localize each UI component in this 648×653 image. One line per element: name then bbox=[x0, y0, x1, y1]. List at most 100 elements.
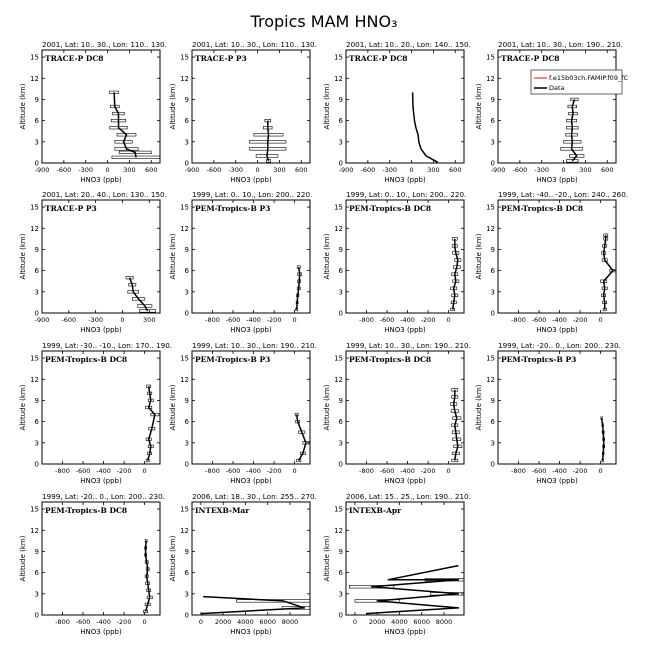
x-axis-label: HNO3 (ppb) bbox=[536, 477, 578, 485]
campaign-label: PEM-Tropics-B DC8 bbox=[45, 506, 127, 515]
campaign-label: INTEXB-Apr bbox=[349, 506, 402, 515]
y-axis-label: Altitude (km) bbox=[169, 384, 177, 430]
y-tick-label: 15 bbox=[334, 355, 343, 363]
legend-box bbox=[530, 69, 623, 95]
y-tick-label: 9 bbox=[185, 246, 189, 254]
panel-header: 1999, Lat: 10.. 30., Lon: 190.. 210. bbox=[192, 341, 317, 350]
panel-frame bbox=[41, 199, 161, 314]
x-tick-label: 2000 bbox=[369, 618, 386, 626]
x-tick-label: -200 bbox=[421, 316, 436, 324]
y-axis-label: Altitude (km) bbox=[19, 83, 27, 129]
y-tick-label: 12 bbox=[334, 225, 343, 233]
y-axis-label: Altitude (km) bbox=[19, 233, 27, 279]
x-tick-label: -200 bbox=[573, 316, 588, 324]
y-tick-label: 3 bbox=[35, 288, 39, 296]
campaign-label: PEM-Tropics-B P3 bbox=[195, 204, 270, 213]
y-tick-label: 0 bbox=[185, 310, 189, 318]
x-tick-label: -300 bbox=[88, 316, 103, 324]
panel-frame bbox=[345, 501, 465, 616]
x-tick-label: 0 bbox=[199, 618, 203, 626]
panel-13: 1999, Lat: -20.. 0., Lon: 200.. 230. PEM-… bbox=[19, 492, 165, 636]
x-tick-label: -600 bbox=[532, 467, 547, 475]
x-tick-label: -600 bbox=[76, 467, 91, 475]
panel-15: 2006, Lat: 15.. 25., Lon: 190.. 210. INTE… bbox=[323, 492, 471, 636]
x-tick-label: -200 bbox=[573, 467, 588, 475]
y-tick-label: 0 bbox=[339, 461, 343, 469]
panel-frame bbox=[345, 350, 465, 465]
y-tick-label: 6 bbox=[339, 117, 344, 125]
data-profile-line bbox=[570, 99, 578, 162]
x-tick-label: 600 bbox=[449, 166, 461, 174]
y-tick-label: 15 bbox=[180, 204, 189, 212]
y-tick-label: 0 bbox=[185, 160, 189, 168]
y-tick-label: 3 bbox=[35, 439, 39, 447]
y-tick-label: 3 bbox=[185, 138, 189, 146]
campaign-label: PEM-Tropics-B P3 bbox=[195, 355, 270, 364]
y-tick-label: 12 bbox=[30, 527, 39, 535]
x-tick-label: -600 bbox=[380, 316, 395, 324]
x-tick-label: -900 bbox=[185, 166, 200, 174]
legend-model-label: f.e15b03ch.FAMIP.f09_fC bbox=[549, 74, 628, 82]
x-tick-label: -900 bbox=[339, 166, 354, 174]
x-axis-label: HNO3 (ppb) bbox=[80, 176, 122, 184]
campaign-label: PEM-Tropics-B DC8 bbox=[45, 355, 127, 364]
y-tick-label: 6 bbox=[35, 117, 40, 125]
y-axis-label: Altitude (km) bbox=[323, 83, 331, 129]
panel-header: 2001, Lat: 10.. 20., Lon: 140.. 150. bbox=[346, 40, 471, 49]
y-tick-label: 3 bbox=[339, 590, 343, 598]
x-tick-label: 300 bbox=[579, 166, 591, 174]
panel-header: 2001, Lat: 10.. 30., Lon: 190.. 210. bbox=[498, 40, 623, 49]
panel-3: 2001, Lat: 10.. 20., Lon: 140.. 150. TRAC… bbox=[323, 40, 471, 184]
x-tick-label: 0 bbox=[353, 618, 357, 626]
y-tick-label: 15 bbox=[30, 355, 39, 363]
y-tick-label: 9 bbox=[339, 548, 343, 556]
x-tick-label: -800 bbox=[55, 467, 70, 475]
x-tick-label: 0 bbox=[599, 467, 603, 475]
x-tick-label: -600 bbox=[226, 316, 241, 324]
data-profile-line bbox=[295, 414, 307, 461]
y-tick-label: 0 bbox=[339, 160, 343, 168]
panel-10: 1999, Lat: 10.. 30., Lon: 190.. 210. PEM-… bbox=[169, 341, 317, 485]
x-tick-label: 6000 bbox=[413, 618, 430, 626]
y-axis-label: Altitude (km) bbox=[475, 233, 483, 279]
y-tick-label: 12 bbox=[486, 376, 495, 384]
x-tick-label: -600 bbox=[512, 166, 527, 174]
x-tick-label: 0 bbox=[447, 316, 451, 324]
y-tick-label: 0 bbox=[339, 310, 343, 318]
x-tick-label: 300 bbox=[143, 316, 155, 324]
panel-header: 1999, Lat: 0.. 10., Lon: 200.. 220. bbox=[346, 190, 466, 199]
y-tick-label: 15 bbox=[30, 204, 39, 212]
panel-header: 1999, Lat: -30.. -10., Lon: 170.. 190. bbox=[42, 341, 172, 350]
x-tick-label: 0 bbox=[120, 316, 124, 324]
x-tick-label: -400 bbox=[96, 618, 111, 626]
y-tick-label: 15 bbox=[486, 54, 495, 62]
error-bar bbox=[566, 159, 579, 163]
y-tick-label: 6 bbox=[491, 117, 496, 125]
campaign-label: TRACE-P DC8 bbox=[45, 54, 104, 63]
y-tick-label: 6 bbox=[339, 418, 344, 426]
data-profile-line bbox=[144, 540, 151, 612]
x-tick-label: -600 bbox=[380, 467, 395, 475]
x-tick-label: 4000 bbox=[237, 618, 254, 626]
y-tick-label: 12 bbox=[180, 75, 189, 83]
x-tick-label: 0 bbox=[561, 166, 565, 174]
data-profile-line bbox=[602, 235, 614, 310]
x-tick-label: -800 bbox=[205, 316, 220, 324]
panel-frame bbox=[345, 199, 465, 314]
y-tick-label: 9 bbox=[185, 96, 189, 104]
y-tick-label: 0 bbox=[185, 461, 189, 469]
y-tick-label: 0 bbox=[35, 160, 39, 168]
error-bar bbox=[281, 606, 311, 610]
x-tick-label: -600 bbox=[61, 316, 76, 324]
y-tick-label: 9 bbox=[35, 548, 39, 556]
y-tick-label: 3 bbox=[35, 590, 39, 598]
x-tick-label: -400 bbox=[96, 467, 111, 475]
data-profile-line bbox=[295, 266, 301, 310]
panel-header: 2001, Lat: 20.. 40., Lon: 130.. 150. bbox=[42, 190, 167, 199]
y-tick-label: 9 bbox=[491, 246, 495, 254]
y-tick-label: 12 bbox=[180, 376, 189, 384]
campaign-label: TRACE-P DC8 bbox=[349, 54, 408, 63]
y-tick-label: 12 bbox=[486, 75, 495, 83]
x-tick-label: -400 bbox=[552, 467, 567, 475]
y-tick-label: 6 bbox=[35, 569, 40, 577]
